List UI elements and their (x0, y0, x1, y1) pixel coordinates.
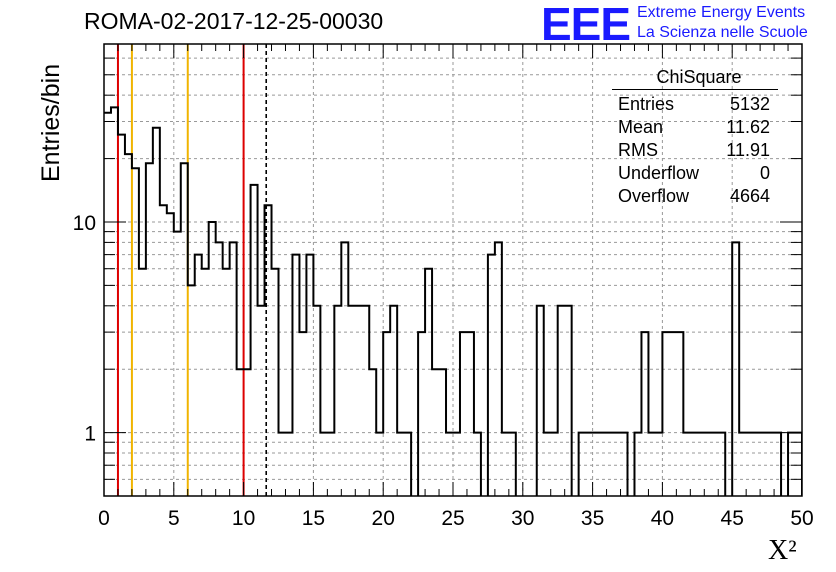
y-tick-label: 1 (84, 423, 96, 446)
y-axis-label: Entries/bin (37, 63, 65, 182)
stats-value: 4664 (729, 186, 770, 206)
stats-value: 0 (759, 163, 770, 183)
y-tick-label: 10 (73, 212, 96, 235)
stats-divider (612, 89, 778, 90)
stats-value: 11.91 (726, 140, 770, 160)
x-tick-label: 50 (790, 507, 813, 530)
stats-row-mean: Mean 11.62 (612, 116, 778, 139)
logo-line-1: Extreme Energy Events (637, 4, 806, 21)
grid-lines (104, 44, 802, 496)
x-tick-label: 20 (372, 507, 395, 530)
stats-row-underflow: Underflow 0 (612, 162, 778, 185)
stats-value: 5132 (729, 94, 770, 114)
x-tick-label: 10 (232, 507, 255, 530)
x-ticks: 0 5 10 15 20 25 30 35 40 45 50 (98, 44, 814, 530)
stats-value: 11.62 (726, 117, 770, 137)
y-ticks: 1 10 (73, 43, 802, 497)
stats-label: Entries (618, 94, 675, 114)
eee-logo: EEE (541, 0, 631, 50)
stats-title: ChiSquare (656, 67, 742, 87)
x-tick-label: 35 (581, 507, 604, 530)
stats-label: Mean (618, 117, 664, 137)
logo-line-2: La Scienza nelle Scuole (637, 24, 808, 41)
stats-label: Underflow (618, 163, 700, 183)
x-tick-label: 30 (511, 507, 534, 530)
x-axis-label: X² (768, 535, 797, 566)
y-axis-label-box: Entries/bin (4, 34, 65, 184)
x-tick-label: 15 (302, 507, 325, 530)
stats-row-entries: Entries 5132 (612, 93, 778, 116)
histogram-series (104, 106, 802, 496)
stats-box: ChiSquare Entries 5132 Mean 11.62 RMS 11… (612, 66, 778, 208)
x-tick-label: 45 (721, 507, 744, 530)
reference-lines (116, 44, 268, 496)
stats-label: RMS (618, 140, 658, 160)
stats-row-rms: RMS 11.91 (612, 139, 778, 162)
x-tick-label: 5 (168, 507, 180, 530)
x-tick-label: 25 (441, 507, 464, 530)
chart-title: ROMA-02-2017-12-25-00030 (84, 8, 384, 34)
x-tick-label: 0 (98, 507, 110, 530)
stats-row-overflow: Overflow 4664 (612, 185, 778, 208)
stats-label: Overflow (618, 186, 690, 206)
x-tick-label: 40 (651, 507, 674, 530)
